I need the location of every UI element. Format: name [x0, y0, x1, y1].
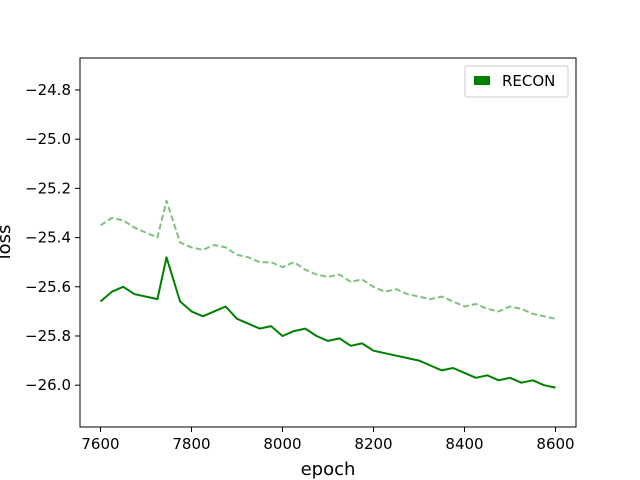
x-tick-label: 8000: [263, 435, 301, 453]
x-tick-label: 8200: [354, 435, 392, 453]
y-tick-label: −26.0: [25, 376, 71, 394]
legend-swatch-recon: [474, 76, 490, 85]
legend-box: [464, 65, 569, 98]
x-tick-label: 8600: [536, 435, 574, 453]
y-axis-label: loss: [0, 225, 15, 260]
legend-label-recon: RECON: [502, 72, 555, 90]
series-line-recon: [99, 256, 556, 389]
plot-frame: [79, 57, 577, 428]
y-tick-label: −25.8: [25, 327, 71, 345]
x-tick-label: 7800: [172, 435, 210, 453]
x-tick-label: 7600: [81, 435, 119, 453]
series-layer: [99, 199, 556, 389]
plot-area: [79, 57, 577, 428]
series-line-dashed: [99, 199, 556, 320]
y-tick-label: −25.6: [25, 278, 71, 296]
y-axis: −24.8 −25.0 −25.2 −25.4 −25.6 −25.8 −26.0: [25, 81, 80, 394]
y-tick-label: −25.2: [25, 179, 71, 197]
x-tick-label: 8400: [445, 435, 483, 453]
x-axis-label: epoch: [301, 459, 356, 480]
y-tick-label: −24.8: [25, 81, 71, 99]
y-tick-label: −25.4: [25, 229, 71, 247]
x-axis: 7600 7800 8000 8200 8400 8600: [81, 427, 575, 453]
y-tick-label: −25.0: [25, 130, 71, 148]
legend: RECON: [464, 65, 569, 98]
